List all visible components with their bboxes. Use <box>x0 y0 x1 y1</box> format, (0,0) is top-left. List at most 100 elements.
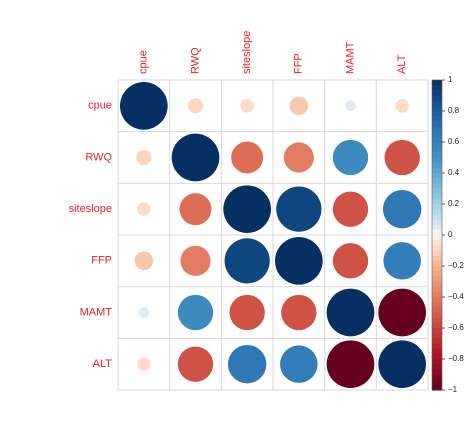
colorbar-segment <box>432 90 442 97</box>
colorbar-segment <box>432 126 442 133</box>
corr-circle-ALT-cpue <box>137 357 151 371</box>
colorbar: 1 0.8 0.6 0.4 0.2 0 −0.2 −0.4 −0.6 −0.8 −1 <box>431 75 464 394</box>
colorbar-tick-label: 1 <box>448 75 453 84</box>
colorbar-segment <box>432 136 442 143</box>
colorbar-segment <box>432 204 442 210</box>
row-label-cpue: cpue <box>88 100 112 112</box>
corr-circle-MAMT-FFP <box>281 294 317 331</box>
corr-circle-FFP-MAMT <box>332 243 369 279</box>
corr-circle-cpue-MAMT <box>345 100 356 112</box>
corr-circle-FFP-ALT <box>383 242 421 280</box>
colorbar-segment <box>432 348 442 355</box>
corr-circle-MAMT-ALT <box>378 288 426 337</box>
corr-circle-ALT-MAMT <box>326 340 375 388</box>
corr-circle-FFP-cpue <box>134 251 154 271</box>
corr-circle-RWQ-FFP <box>283 142 314 173</box>
colorbar-tick-label: 0.8 <box>448 106 460 115</box>
colorbar-segment <box>432 353 442 360</box>
colorbar-segment <box>432 255 442 262</box>
colorbar-segment <box>432 142 442 148</box>
corr-circle-RWQ-cpue <box>136 149 152 166</box>
corr-circle-ALT-RWQ <box>177 346 214 382</box>
corr-circle-FFP-FFP <box>275 237 323 285</box>
colorbar-segment <box>432 183 442 190</box>
colorbar-segment <box>432 240 442 246</box>
corr-circle-MAMT-MAMT <box>326 288 375 337</box>
corr-circle-ALT-ALT <box>378 340 426 388</box>
colorbar-segment <box>432 374 442 381</box>
corr-circle-siteslope-siteslope <box>223 185 271 234</box>
column-label-FFP: FFP <box>293 53 305 74</box>
colorbar-segment <box>432 85 442 91</box>
colorbar-segment <box>432 281 442 288</box>
corr-circle-siteslope-FFP <box>276 186 322 232</box>
colorbar-tick-label: −0.4 <box>448 292 464 301</box>
colorbar-segment <box>432 384 442 391</box>
corr-circle-FFP-RWQ <box>180 245 211 276</box>
colorbar-segment <box>432 229 442 236</box>
colorbar-segment <box>432 302 442 308</box>
colorbar-segment <box>432 105 442 112</box>
corr-circle-cpue-siteslope <box>240 99 254 113</box>
corr-circle-RWQ-RWQ <box>171 133 220 182</box>
column-label-RWQ: RWQ <box>189 47 201 74</box>
colorbar-segment <box>432 235 442 241</box>
corr-circle-RWQ-ALT <box>384 139 420 176</box>
colorbar-segment <box>432 322 442 329</box>
colorbar-segment <box>432 328 442 334</box>
colorbar-segment <box>432 312 442 319</box>
colorbar-segment <box>432 250 442 257</box>
corr-circle-siteslope-ALT <box>382 189 422 229</box>
column-labels: cpue RWQ siteslope FFP MAMT ALT <box>138 31 408 74</box>
colorbar-segment <box>432 121 442 128</box>
colorbar-segment <box>432 224 442 231</box>
colorbar-tick-label: −1 <box>448 385 458 394</box>
colorbar-segment <box>432 80 442 86</box>
colorbar-segment <box>432 333 442 339</box>
colorbar-tick-label: −0.6 <box>448 323 464 332</box>
colorbar-tick-label: 0.4 <box>448 168 460 177</box>
colorbar-segment <box>432 260 442 267</box>
colorbar-segment <box>432 193 442 200</box>
row-labels: cpue RWQ siteslope FFP MAMT ALT <box>69 100 113 370</box>
colorbar-segment <box>432 379 442 386</box>
corr-circle-siteslope-RWQ <box>179 193 212 226</box>
colorbar-tick-label: 0.6 <box>448 137 460 146</box>
colorbar-segment <box>432 271 442 277</box>
colorbar-segment <box>432 95 442 102</box>
colorbar-segment <box>432 307 442 314</box>
colorbar-tick-label: −0.8 <box>448 354 464 363</box>
corr-circle-cpue-FFP <box>289 96 309 116</box>
colorbar-segment <box>432 338 442 345</box>
corr-circle-cpue-cpue <box>119 82 168 130</box>
corr-circle-siteslope-cpue <box>137 202 151 216</box>
corr-circle-cpue-RWQ <box>187 98 204 114</box>
colorbar-segment <box>432 178 442 184</box>
column-label-siteslope: siteslope <box>241 31 253 74</box>
corr-circle-FFP-siteslope <box>224 238 270 284</box>
row-label-ALT: ALT <box>93 358 113 370</box>
colorbar-segment <box>432 173 442 179</box>
corr-circle-MAMT-RWQ <box>177 294 214 331</box>
colorbar-segment <box>432 369 442 376</box>
colorbar-segment <box>432 167 442 174</box>
colorbar-tick-label: −0.2 <box>448 261 464 270</box>
corr-circle-RWQ-siteslope <box>231 141 264 174</box>
colorbar-tick-label: 0.2 <box>448 199 460 208</box>
row-label-siteslope: siteslope <box>69 203 112 215</box>
row-label-FFP: FFP <box>91 255 112 267</box>
colorbar-segment <box>432 317 442 324</box>
colorbar-segment <box>432 359 442 365</box>
correlation-circles <box>119 82 426 388</box>
colorbar-segment <box>432 214 442 221</box>
colorbar-segment <box>432 219 442 226</box>
colorbar-segment <box>432 364 442 370</box>
column-label-cpue: cpue <box>138 50 150 74</box>
colorbar-segment <box>432 162 442 169</box>
grid <box>117 79 429 391</box>
corr-circle-RWQ-MAMT <box>332 139 369 176</box>
colorbar-tick-label: 0 <box>448 230 453 239</box>
corr-circle-MAMT-cpue <box>138 307 150 318</box>
corr-circle-siteslope-MAMT <box>332 191 369 227</box>
